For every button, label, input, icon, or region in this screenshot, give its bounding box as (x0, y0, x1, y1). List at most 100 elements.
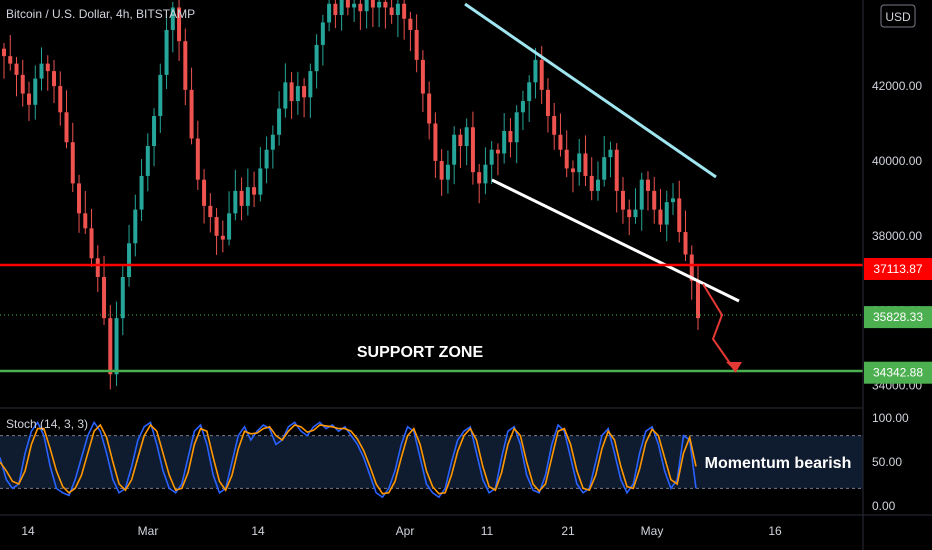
candle-body[interactable] (452, 134, 457, 165)
candle-body[interactable] (608, 149, 613, 158)
candle-body[interactable] (377, 1, 382, 8)
candle-body[interactable] (533, 59, 538, 83)
candle-body[interactable] (327, 3, 332, 23)
candle-body[interactable] (470, 127, 475, 173)
symbol-title[interactable]: Bitcoin / U.S. Dollar, 4h, BITSTAMP (6, 7, 195, 21)
candle-body[interactable] (408, 18, 413, 30)
stoch-title[interactable]: Stoch (14, 3, 3) (6, 417, 88, 431)
candle-body[interactable] (152, 116, 157, 146)
candle-body[interactable] (564, 149, 569, 169)
candle-body[interactable] (114, 318, 119, 375)
candle-body[interactable] (52, 71, 57, 87)
candle-body[interactable] (233, 190, 238, 214)
candle-body[interactable] (345, 0, 350, 8)
candle-body[interactable] (108, 318, 113, 375)
candle-body[interactable] (677, 198, 682, 233)
candle-body[interactable] (333, 3, 338, 15)
candle-body[interactable] (602, 157, 607, 180)
candle-body[interactable] (696, 280, 700, 319)
candle-body[interactable] (589, 175, 594, 191)
candle-body[interactable] (477, 172, 482, 184)
candle-body[interactable] (502, 131, 507, 154)
candle-body[interactable] (264, 149, 269, 169)
candle-body[interactable] (689, 254, 694, 281)
candle-body[interactable] (214, 217, 219, 236)
candle-body[interactable] (139, 175, 144, 210)
candle-body[interactable] (627, 209, 632, 218)
candle-body[interactable] (558, 134, 563, 150)
stoch-d-line[interactable] (0, 423, 697, 495)
candle-body[interactable] (489, 149, 494, 165)
candle-body[interactable] (258, 168, 263, 195)
candle-body[interactable] (670, 198, 675, 203)
candle-body[interactable] (514, 112, 519, 143)
candle-body[interactable] (552, 116, 557, 135)
candle-body[interactable] (289, 82, 294, 102)
candle-body[interactable] (8, 56, 13, 64)
candle-body[interactable] (45, 63, 50, 72)
candle-body[interactable] (227, 213, 232, 240)
candle-body[interactable] (252, 187, 257, 195)
candle-body[interactable] (102, 276, 107, 319)
candle-body[interactable] (2, 48, 6, 57)
candle-body[interactable] (183, 41, 188, 90)
candle-body[interactable] (177, 7, 182, 42)
candle-body[interactable] (652, 190, 657, 210)
candle-body[interactable] (658, 209, 663, 225)
candle-body[interactable] (239, 190, 244, 206)
candle-body[interactable] (383, 1, 388, 8)
candle-body[interactable] (458, 134, 463, 146)
candle-body[interactable] (127, 243, 132, 277)
candle-body[interactable] (645, 179, 650, 191)
candle-body[interactable] (683, 232, 688, 255)
candle-body[interactable] (539, 59, 544, 90)
upper-trendline[interactable] (464, 2, 717, 179)
candle-body[interactable] (33, 78, 38, 105)
candle-body[interactable] (314, 44, 319, 72)
candle-body[interactable] (427, 93, 432, 124)
candle-body[interactable] (89, 228, 94, 259)
stoch-k-line[interactable] (0, 420, 697, 499)
time-axis[interactable]: 14 Mar 14 Apr 11 21 May 16 (21, 524, 782, 538)
candle-body[interactable] (170, 7, 175, 30)
candle-body[interactable] (664, 202, 669, 225)
candle-body[interactable] (339, 0, 344, 15)
candle-body[interactable] (633, 209, 638, 218)
candle-body[interactable] (302, 86, 307, 98)
candle-body[interactable] (352, 3, 357, 8)
candle-body[interactable] (164, 29, 169, 75)
candle-body[interactable] (389, 7, 394, 15)
currency-box[interactable] (880, 4, 916, 28)
candle-body[interactable] (308, 71, 313, 98)
candle-body[interactable] (295, 86, 300, 102)
lower-trendline[interactable] (491, 178, 740, 303)
candle-body[interactable] (320, 22, 325, 45)
candle-body[interactable] (133, 209, 138, 244)
candle-body[interactable] (39, 63, 44, 79)
candle-body[interactable] (70, 142, 75, 184)
candle-body[interactable] (27, 93, 32, 105)
candle-body[interactable] (577, 153, 582, 173)
candle-body[interactable] (14, 63, 19, 75)
candle-body[interactable] (639, 179, 644, 210)
candle-body[interactable] (570, 168, 575, 173)
candle-body[interactable] (20, 74, 25, 94)
candle-body[interactable] (464, 127, 469, 146)
candle-body[interactable] (189, 89, 194, 139)
candle-body[interactable] (364, 0, 369, 12)
candle-body[interactable] (195, 138, 200, 180)
candle-body[interactable] (83, 213, 88, 229)
candle-body[interactable] (595, 179, 600, 191)
candle-body[interactable] (508, 131, 513, 143)
candle-body[interactable] (414, 29, 419, 60)
candle-body[interactable] (208, 205, 213, 218)
candle-body[interactable] (520, 101, 525, 113)
candle-body[interactable] (614, 149, 619, 191)
stoch-axis[interactable]: 0.00 50.00 100.00 (872, 411, 909, 513)
candle-body[interactable] (202, 179, 207, 206)
candle-body[interactable] (145, 145, 150, 176)
candle-body[interactable] (495, 149, 500, 154)
candle-body[interactable] (245, 187, 250, 206)
